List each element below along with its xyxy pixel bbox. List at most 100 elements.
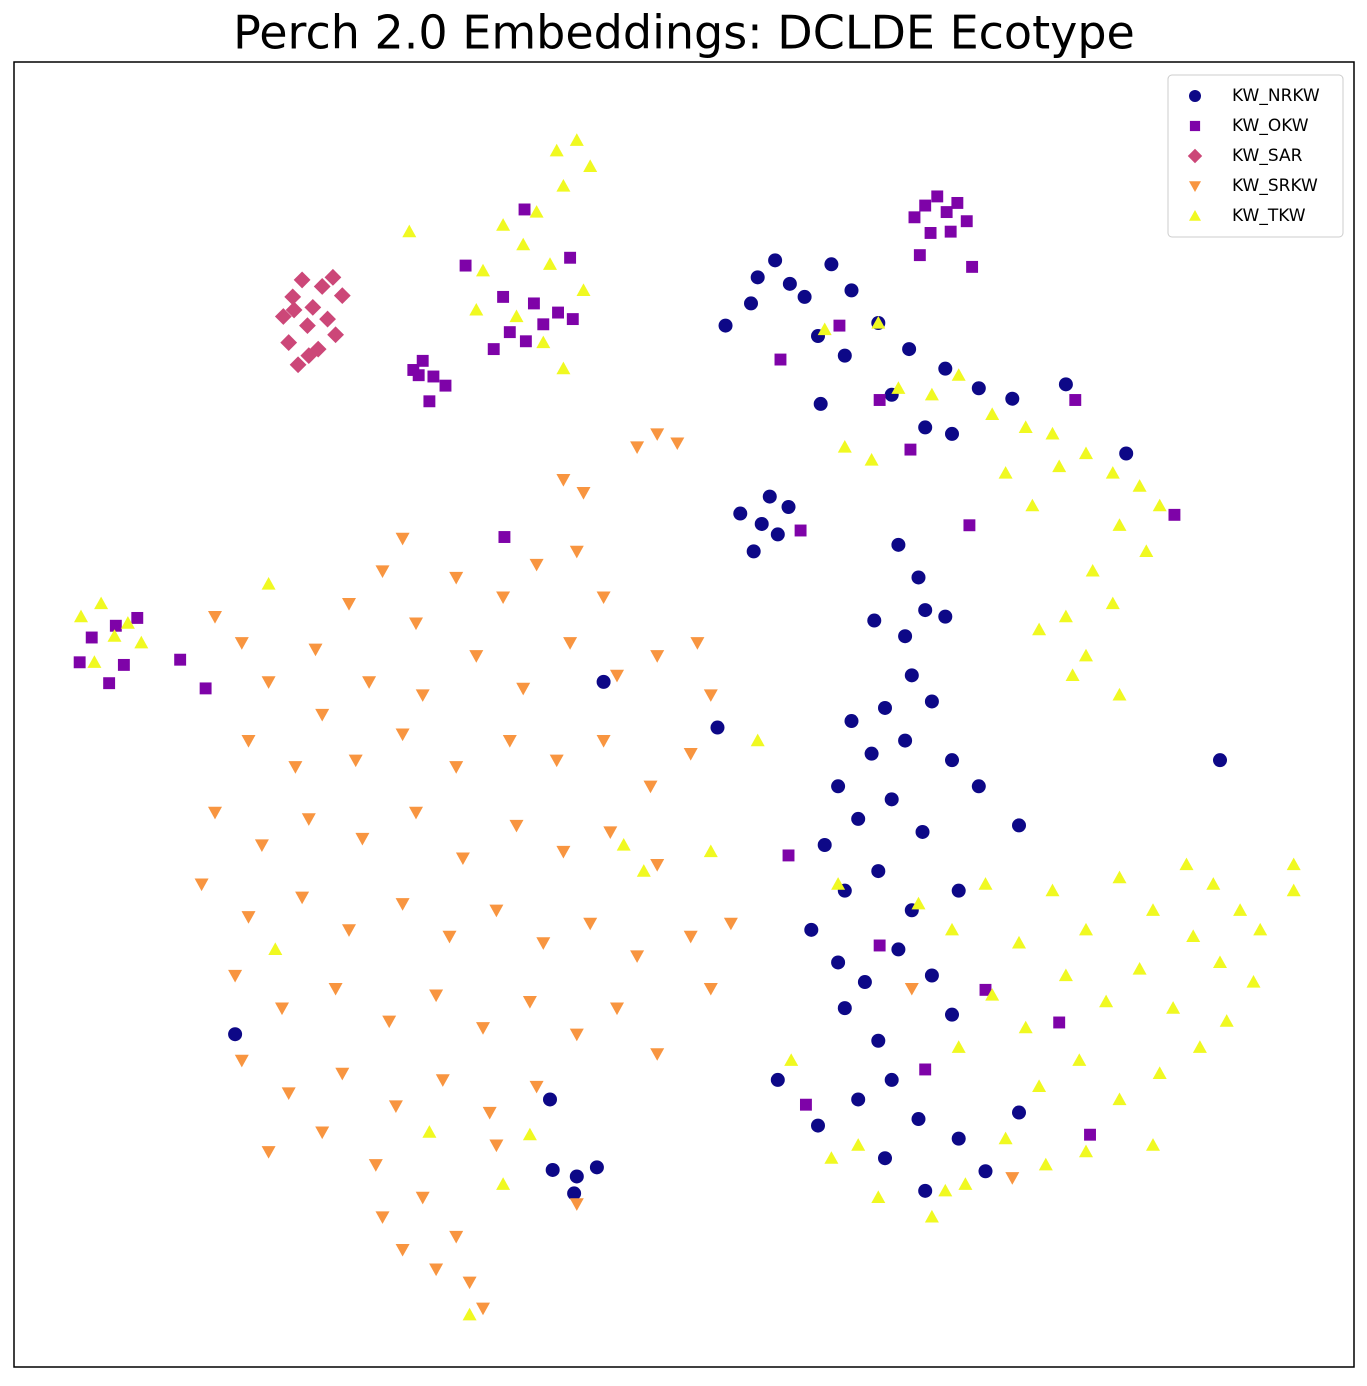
- point: [944, 225, 957, 238]
- point: [439, 379, 452, 392]
- point: [1058, 377, 1073, 392]
- point: [804, 922, 819, 937]
- point: [837, 1001, 852, 1016]
- point: [462, 1307, 477, 1321]
- point: [998, 466, 1013, 479]
- point: [817, 838, 832, 852]
- point: [509, 819, 524, 833]
- point: [1045, 426, 1060, 440]
- point: [564, 251, 577, 264]
- point: [1253, 922, 1268, 936]
- point: [241, 911, 256, 924]
- point: [518, 203, 531, 216]
- point: [556, 845, 571, 859]
- point: [1018, 1020, 1033, 1034]
- point: [1132, 961, 1147, 975]
- point: [1045, 883, 1060, 897]
- point: [750, 733, 765, 747]
- point: [799, 1098, 812, 1111]
- point: [476, 1022, 490, 1035]
- point: [951, 1131, 966, 1146]
- point: [985, 988, 1000, 1001]
- point: [924, 387, 939, 401]
- point: [476, 1302, 490, 1316]
- point: [938, 1183, 953, 1197]
- point: [770, 527, 785, 542]
- point: [435, 1074, 450, 1087]
- point: [556, 474, 571, 487]
- point: [797, 289, 812, 304]
- point: [261, 1146, 276, 1159]
- point: [576, 283, 591, 296]
- point: [650, 1048, 665, 1061]
- point: [1052, 459, 1067, 473]
- point: [636, 864, 651, 877]
- point: [924, 968, 939, 983]
- point: [833, 319, 846, 332]
- point: [746, 544, 761, 559]
- point: [103, 677, 116, 690]
- point: [335, 1067, 350, 1081]
- point: [831, 955, 846, 970]
- point: [502, 735, 517, 748]
- legend-marker: [1187, 148, 1203, 164]
- point: [831, 779, 846, 794]
- point: [1079, 648, 1093, 662]
- point: [509, 309, 524, 323]
- point: [918, 603, 933, 618]
- point: [348, 754, 363, 768]
- point: [924, 694, 939, 709]
- point: [527, 297, 540, 310]
- point: [1053, 1016, 1066, 1029]
- point: [342, 597, 356, 611]
- point: [918, 420, 933, 435]
- point: [576, 487, 591, 500]
- point: [174, 653, 187, 666]
- point: [1072, 1053, 1087, 1066]
- point: [782, 276, 797, 291]
- point: [718, 318, 733, 333]
- point: [73, 656, 86, 669]
- point: [873, 939, 886, 952]
- point: [1146, 1138, 1160, 1151]
- point: [1005, 1172, 1020, 1185]
- point: [382, 1015, 397, 1029]
- point: [567, 1186, 582, 1201]
- point: [496, 1177, 511, 1190]
- point: [497, 290, 510, 303]
- point: [74, 609, 88, 623]
- point: [904, 982, 919, 996]
- point: [1065, 668, 1080, 681]
- point: [529, 1080, 544, 1094]
- point: [979, 983, 992, 996]
- point: [285, 301, 303, 319]
- point: [703, 689, 718, 702]
- point: [878, 700, 892, 715]
- point: [1012, 935, 1026, 949]
- point: [545, 1162, 560, 1177]
- plot-frame: [13, 61, 1355, 1368]
- point: [131, 611, 144, 624]
- point: [415, 689, 430, 702]
- point: [459, 259, 472, 272]
- point: [1132, 479, 1147, 492]
- point: [315, 708, 330, 722]
- point: [552, 306, 564, 319]
- point: [563, 637, 578, 650]
- point: [918, 1183, 933, 1198]
- point: [268, 942, 283, 955]
- point: [1213, 753, 1227, 768]
- legend-label: KW_OKW: [1232, 116, 1309, 136]
- point: [1105, 596, 1120, 610]
- point: [938, 361, 953, 376]
- point: [630, 441, 645, 454]
- point: [375, 565, 390, 578]
- point: [1012, 818, 1026, 833]
- point: [762, 489, 777, 504]
- point: [596, 674, 611, 689]
- point: [289, 356, 307, 374]
- point: [784, 1053, 799, 1066]
- point: [703, 982, 718, 996]
- point: [898, 629, 913, 644]
